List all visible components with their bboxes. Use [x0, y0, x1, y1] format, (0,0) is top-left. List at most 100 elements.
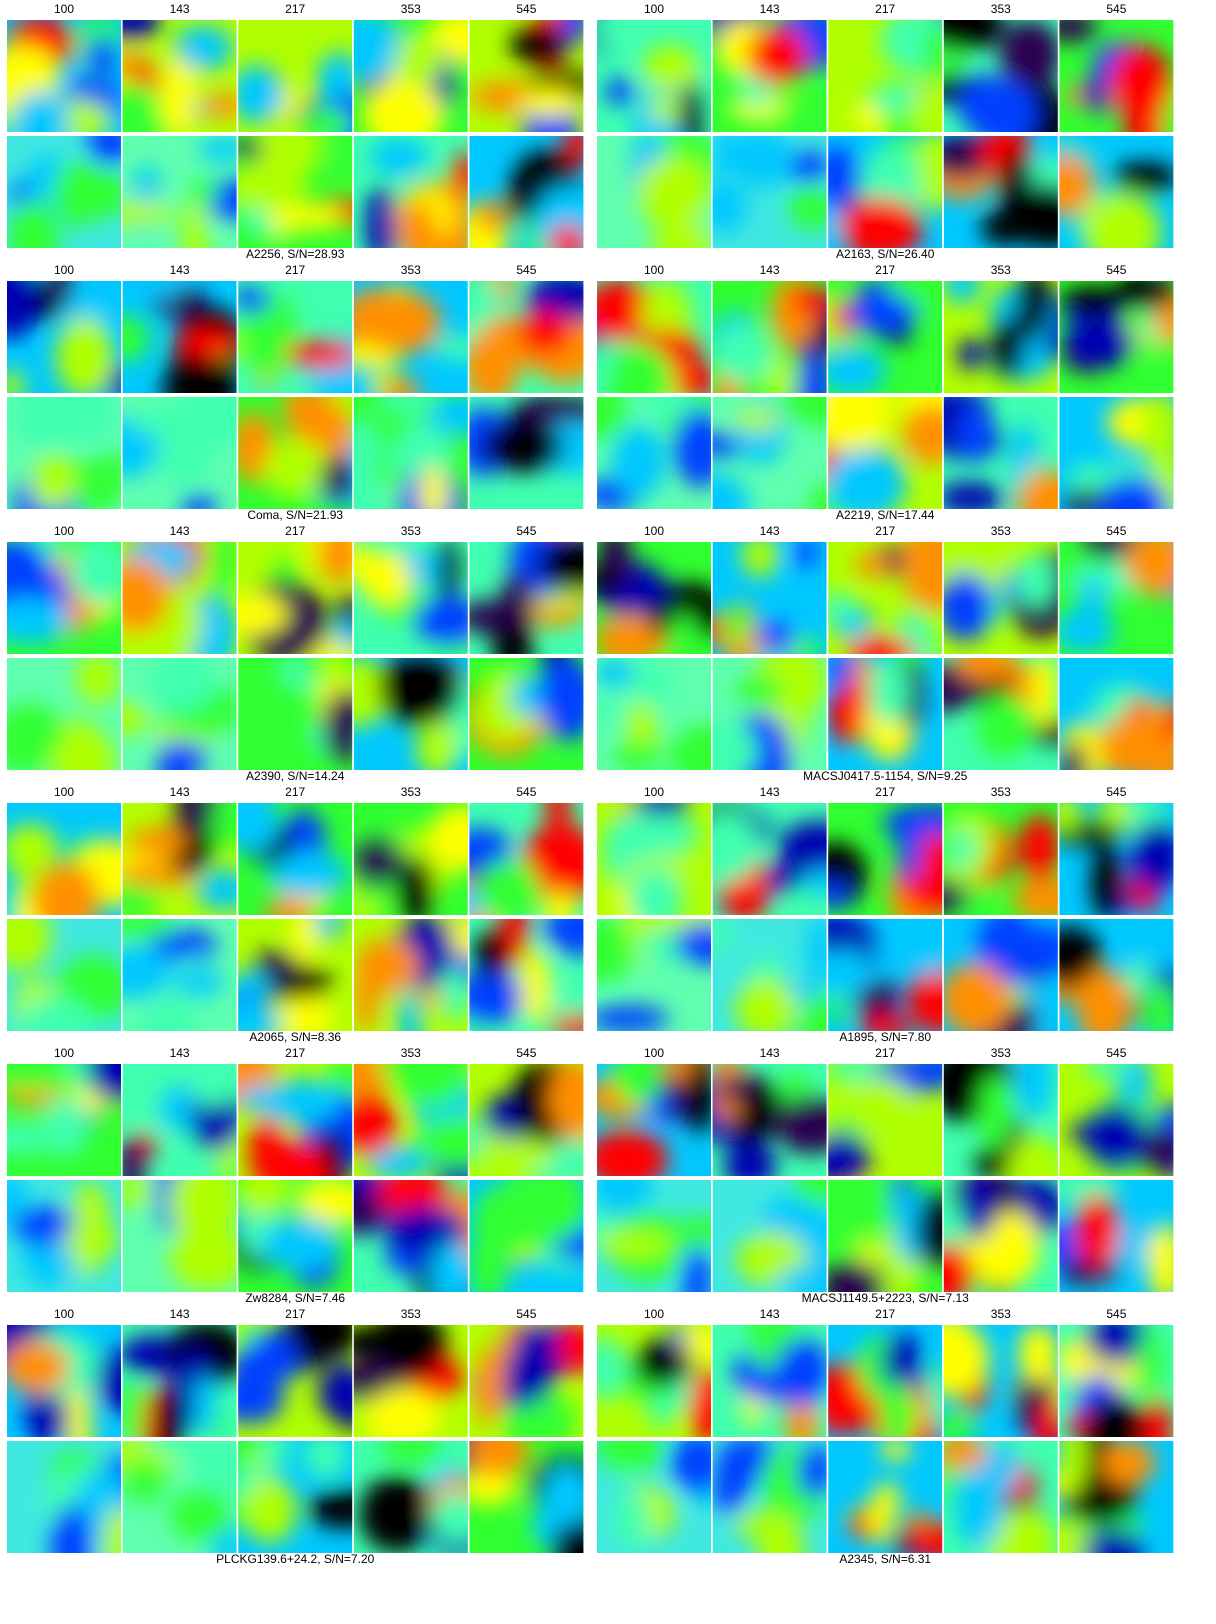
map-panel — [712, 658, 827, 770]
map-panel — [712, 1325, 827, 1437]
band-label: 545 — [516, 524, 536, 538]
band-label: 217 — [285, 2, 305, 16]
map-panel — [597, 20, 711, 132]
band-label: 545 — [1106, 1307, 1126, 1321]
band-label: 217 — [285, 1307, 305, 1321]
map-panel — [469, 1180, 584, 1292]
band-label: 545 — [1106, 2, 1126, 16]
map-panel — [353, 1441, 468, 1553]
map-panel — [353, 658, 468, 770]
map-panel — [597, 1180, 711, 1292]
map-panel — [597, 542, 711, 654]
map-panel — [1059, 1325, 1174, 1437]
band-label: 545 — [1106, 785, 1126, 799]
map-panel — [122, 281, 237, 393]
map-panel — [469, 1441, 584, 1553]
map-panel — [828, 1064, 943, 1176]
map-panel — [238, 1441, 353, 1553]
map-panel — [712, 136, 827, 248]
band-label: 217 — [875, 1307, 895, 1321]
cluster-caption: Coma, S/N=21.93 — [247, 508, 343, 522]
map-panel — [122, 919, 237, 1031]
map-panel — [7, 658, 121, 770]
map-panel — [597, 1325, 711, 1437]
map-panel — [122, 1180, 237, 1292]
cluster-caption: PLCKG139.6+24.2, S/N=7.20 — [216, 1552, 374, 1566]
band-label: 545 — [1106, 1046, 1126, 1060]
map-panel — [943, 397, 1058, 509]
cluster-caption: A2163, S/N=26.40 — [836, 247, 935, 261]
map-panel — [712, 1180, 827, 1292]
map-panel — [238, 919, 353, 1031]
band-label: 143 — [170, 1046, 190, 1060]
band-label: 217 — [875, 1046, 895, 1060]
band-label: 100 — [644, 1307, 664, 1321]
band-label: 143 — [760, 263, 780, 277]
map-panel — [943, 1064, 1058, 1176]
map-panel — [353, 919, 468, 1031]
band-label: 353 — [991, 263, 1011, 277]
band-label: 217 — [875, 785, 895, 799]
map-panel — [712, 1064, 827, 1176]
map-panel — [828, 397, 943, 509]
cluster-block: 100 143 217 353 545 Coma, S/N=21.93 — [54, 263, 537, 522]
map-panel — [7, 803, 121, 915]
map-panel — [597, 658, 711, 770]
cluster-block: 100 143 217 353 545 A2390, S/N=14.24 — [54, 524, 537, 783]
map-panel — [712, 803, 827, 915]
map-panel — [122, 397, 237, 509]
map-panel — [238, 281, 353, 393]
band-label: 545 — [516, 785, 536, 799]
map-panel — [238, 397, 353, 509]
band-label: 217 — [285, 1046, 305, 1060]
map-panel — [943, 803, 1058, 915]
cluster-caption: A2065, S/N=8.36 — [249, 1030, 341, 1044]
map-panel — [353, 136, 468, 248]
map-panel — [7, 397, 121, 509]
map-panel — [1059, 397, 1174, 509]
band-label: 353 — [401, 524, 421, 538]
band-label: 353 — [401, 263, 421, 277]
map-panel — [943, 1325, 1058, 1437]
map-panel — [469, 397, 584, 509]
map-panel — [122, 1064, 237, 1176]
band-label: 143 — [170, 524, 190, 538]
map-panel — [597, 1064, 711, 1176]
map-panel — [943, 542, 1058, 654]
band-label: 217 — [875, 2, 895, 16]
map-panel — [943, 281, 1058, 393]
map-panel — [7, 542, 121, 654]
map-panel — [469, 919, 584, 1031]
map-panel — [597, 281, 711, 393]
map-panel — [7, 1325, 121, 1437]
map-panel — [943, 1441, 1058, 1553]
band-label: 217 — [285, 785, 305, 799]
band-label: 100 — [54, 2, 74, 16]
map-panel — [1059, 658, 1174, 770]
band-label: 100 — [54, 1046, 74, 1060]
map-panel — [943, 136, 1058, 248]
map-panel — [7, 1441, 121, 1553]
map-panel — [238, 20, 353, 132]
cluster-caption: MACSJ0417.5-1154, S/N=9.25 — [803, 769, 968, 783]
map-panel — [943, 20, 1058, 132]
cluster-caption: A2345, S/N=6.31 — [839, 1552, 931, 1566]
map-panel — [469, 658, 584, 770]
map-panel — [597, 136, 711, 248]
band-label: 353 — [401, 1046, 421, 1060]
map-panel — [1059, 542, 1174, 654]
map-panel — [122, 136, 237, 248]
map-panel — [943, 1180, 1058, 1292]
band-label: 143 — [170, 785, 190, 799]
map-panel — [469, 542, 584, 654]
map-panel — [597, 1441, 711, 1553]
cluster-caption: Zw8284, S/N=7.46 — [245, 1291, 345, 1305]
map-panel — [353, 803, 468, 915]
map-panel — [353, 281, 468, 393]
band-label: 353 — [991, 1307, 1011, 1321]
band-label: 143 — [760, 2, 780, 16]
band-label: 100 — [644, 2, 664, 16]
cluster-caption: A2256, S/N=28.93 — [246, 247, 345, 261]
map-panel — [828, 803, 943, 915]
